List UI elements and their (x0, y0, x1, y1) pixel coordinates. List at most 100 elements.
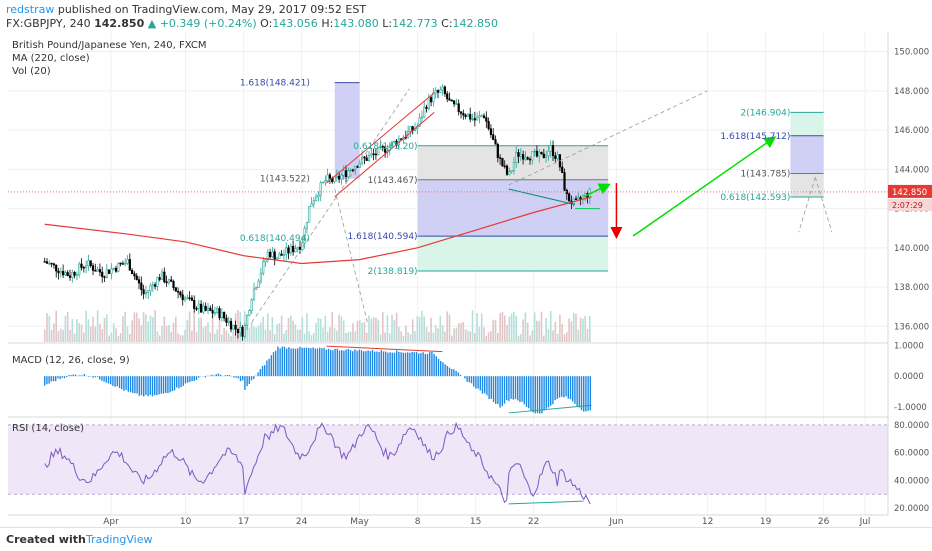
fib-level-label: 1(143.467) (368, 176, 418, 186)
volume-bar (233, 328, 235, 342)
macd-bar (425, 354, 426, 376)
candle-body (164, 272, 166, 282)
volume-bar (187, 320, 189, 342)
macd-bar (433, 354, 434, 376)
macd-bar (323, 348, 324, 376)
candle-body (182, 295, 184, 300)
candle-body (78, 264, 80, 275)
macd-bar (189, 376, 190, 382)
volume-bar (198, 318, 200, 342)
macd-bar (293, 348, 294, 376)
macd-bar (134, 376, 135, 393)
volume-bar (382, 312, 384, 342)
rsi-pane[interactable]: RSI (14, close) (8, 423, 888, 504)
macd-bar (449, 368, 450, 377)
macd-bar (147, 376, 148, 396)
macd-bar (374, 352, 375, 377)
volume-bar (136, 313, 138, 342)
volume-bar (474, 333, 476, 342)
candle-body (249, 311, 251, 316)
candle-body (210, 308, 212, 310)
macd-bar (163, 376, 164, 394)
volume-bar (414, 331, 416, 342)
candle-body (446, 94, 448, 99)
macd-bar (233, 376, 234, 377)
rsi-tick-label: 20.0000 (894, 504, 929, 514)
macd-bar (548, 376, 549, 407)
macd-bar (211, 375, 212, 376)
macd-bar (559, 376, 560, 398)
volume-bar (129, 334, 131, 342)
volume-bar (58, 331, 60, 342)
macd-bar (565, 376, 566, 396)
chart-title: British Pound/Japanese Yen, 240, FXCM (12, 40, 207, 51)
volume-bar (180, 335, 182, 342)
volume-bar (463, 322, 465, 342)
tradingview-logo[interactable]: TradingView (86, 533, 152, 546)
macd-bar (290, 349, 291, 377)
time-tick-label: Apr (103, 517, 119, 527)
price-tick-label: 140.000 (894, 244, 929, 254)
candle-body (532, 152, 534, 160)
macd-bar (563, 376, 564, 397)
candle-body (325, 181, 327, 182)
candle-body (552, 146, 554, 156)
volume-bar (515, 316, 517, 342)
volume-bar (373, 317, 375, 342)
macd-bar (242, 376, 243, 380)
volume-bar (532, 331, 534, 342)
macd-bar (99, 376, 100, 379)
volume-bar (428, 332, 430, 342)
chart-canvas[interactable]: 1.618(148.421)1(143.522)0.618(140.494)0.… (0, 32, 932, 527)
candle-body (279, 254, 281, 258)
volume-bar (476, 313, 478, 342)
candle-body (88, 261, 90, 266)
volume-bar (460, 323, 462, 342)
macd-bar (429, 352, 430, 376)
macd-bar (348, 349, 349, 376)
time-tick-label: 10 (180, 517, 192, 527)
volume-bar (65, 316, 67, 342)
candle-body (161, 272, 163, 279)
candle-body (81, 264, 83, 267)
volume-bar (580, 317, 582, 342)
macd-bar (528, 376, 529, 408)
symbol-quote-line: FX:GBPJPY, 240 142.850 ▲ +0.349 (+0.24%)… (6, 17, 498, 30)
macd-bar (543, 376, 544, 410)
last-price-label: 142.850 (892, 188, 927, 198)
volume-bar (320, 319, 322, 342)
volume-bar (345, 333, 347, 342)
volume-bar (486, 336, 488, 342)
volume-bar (251, 322, 253, 342)
macd-bar (482, 376, 483, 394)
candle-body (62, 271, 64, 275)
macd-bar (132, 376, 133, 393)
volume-bar (216, 330, 218, 342)
volume-bar (290, 315, 292, 342)
time-tick-label: Jun (608, 517, 623, 527)
macd-bar (216, 374, 217, 376)
macd-bar (128, 376, 129, 392)
macd-bar (574, 376, 575, 404)
volume-bar (272, 317, 274, 342)
volume-bar (177, 333, 179, 342)
volume-bar (364, 322, 366, 342)
candle-body (534, 151, 536, 152)
macd-bar (420, 353, 421, 376)
volume-bar (488, 332, 490, 342)
candle-body (437, 91, 439, 93)
macd-bar (464, 376, 465, 378)
volume-bar (430, 318, 432, 342)
macd-bar (517, 376, 518, 400)
volume-bar (571, 321, 573, 342)
volume-bar (182, 335, 184, 342)
candle-body (152, 285, 154, 286)
candle-body (235, 325, 237, 329)
author-name[interactable]: redstraw (6, 3, 54, 16)
macd-bar (546, 376, 547, 409)
macd-bar (502, 376, 503, 406)
volume-bar (302, 317, 304, 342)
macd-bar (310, 348, 311, 376)
macd-bar (62, 376, 63, 378)
volume-bar (564, 334, 566, 342)
